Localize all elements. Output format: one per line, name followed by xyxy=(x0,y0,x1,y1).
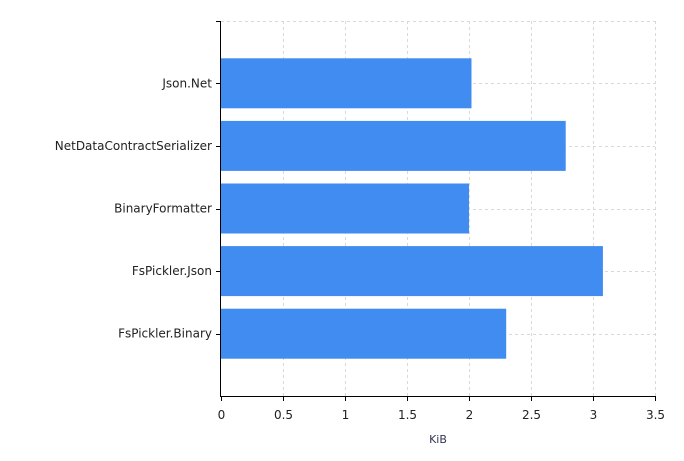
x-tick-label: 0 xyxy=(218,408,226,422)
x-tick-label: 1.5 xyxy=(398,408,417,422)
y-tick-label: FsPickler.Binary xyxy=(118,327,212,341)
y-tick-label: FsPickler.Json xyxy=(132,264,212,278)
bar xyxy=(221,58,472,109)
x-axis-title: KiB xyxy=(429,433,447,446)
labels-layer: Json.Net NetDataContractSerializer BinaryF… xyxy=(55,76,665,422)
bar xyxy=(221,120,566,171)
x-tick-label: 3.5 xyxy=(646,408,665,422)
x-tick-label: 2 xyxy=(466,408,474,422)
x-tick-label: 1 xyxy=(342,408,350,422)
x-tick-label: 2.5 xyxy=(522,408,541,422)
bar xyxy=(221,308,507,359)
x-tick-label: 0.5 xyxy=(274,408,293,422)
y-tick-label: Json.Net xyxy=(161,76,212,90)
x-tick-label: 3 xyxy=(590,408,598,422)
bar xyxy=(221,183,469,234)
axes-layer xyxy=(216,21,656,401)
y-tick-label: BinaryFormatter xyxy=(114,202,212,216)
bar xyxy=(221,246,603,297)
bars-layer xyxy=(221,58,603,359)
y-tick-label: NetDataContractSerializer xyxy=(55,139,212,153)
